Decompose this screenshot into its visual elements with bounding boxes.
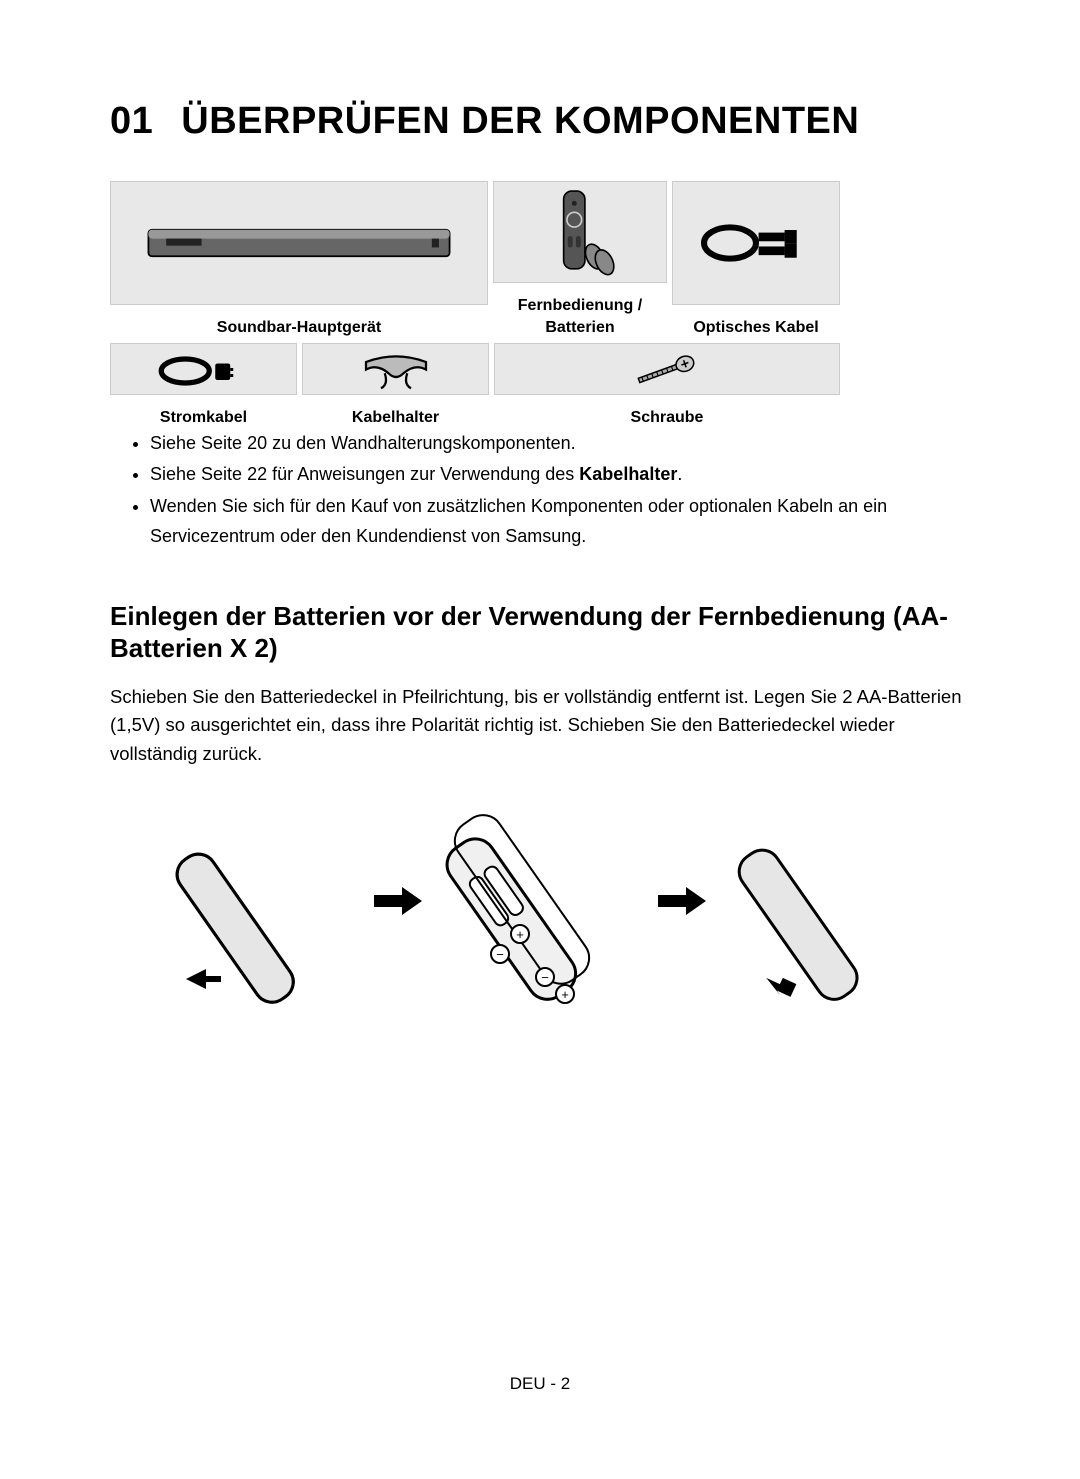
- component-label: Kabelhalter: [352, 395, 439, 429]
- screw-illustration: [494, 343, 840, 395]
- remote-step-2-illustration: − + − +: [440, 799, 640, 1009]
- component-label: Schraube: [631, 395, 704, 429]
- chapter-title-text: ÜBERPRÜFEN DER KOMPONENTEN: [181, 100, 859, 142]
- arrow-icon: [658, 887, 706, 920]
- section-title: Einlegen der Batterien vor der Verwendun…: [110, 600, 970, 665]
- section-body: Schieben Sie den Batteriedeckel in Pfeil…: [110, 683, 970, 769]
- cable-holder-illustration: [302, 343, 489, 395]
- notes-list: Siehe Seite 20 zu den Wandhalterungskomp…: [110, 429, 970, 552]
- component-cable-holder: Kabelhalter: [302, 343, 489, 429]
- bullet-text: Wenden Sie sich für den Kauf von zusätzl…: [150, 496, 887, 546]
- component-label: Stromkabel: [160, 395, 247, 429]
- remote-step-3-illustration: [724, 804, 914, 1004]
- svg-text:−: −: [496, 947, 504, 962]
- soundbar-illustration: [110, 181, 488, 305]
- bullet-text: Siehe Seite 20 zu den Wandhalterungskomp…: [150, 433, 576, 453]
- bullet-text: Siehe Seite 22 für Anweisungen zur Verwe…: [150, 464, 579, 484]
- component-power-cable: Stromkabel: [110, 343, 297, 429]
- list-item: Siehe Seite 20 zu den Wandhalterungskomp…: [150, 429, 970, 459]
- component-remote: Fernbedienung / Batterien: [493, 181, 667, 338]
- svg-text:−: −: [541, 970, 549, 985]
- list-item: Siehe Seite 22 für Anweisungen zur Verwe…: [150, 460, 970, 490]
- power-cable-illustration: [110, 343, 297, 395]
- bullet-post: .: [677, 464, 682, 484]
- page-footer: DEU - 2: [0, 1374, 1080, 1394]
- remote-illustration: [493, 181, 667, 283]
- component-screw: Schraube: [494, 343, 840, 429]
- svg-text:+: +: [516, 927, 524, 942]
- battery-figure: − + − +: [110, 799, 970, 1009]
- component-optical-cable: Optisches Kabel: [672, 181, 840, 338]
- arrow-icon: [374, 887, 422, 920]
- bullet-bold: Kabelhalter: [579, 464, 677, 484]
- svg-text:+: +: [561, 987, 569, 1002]
- list-item: Wenden Sie sich für den Kauf von zusätzl…: [150, 492, 970, 551]
- chapter-number: 01: [110, 100, 153, 142]
- component-label: Fernbedienung / Batterien: [493, 283, 667, 338]
- remote-step-1-illustration: [166, 804, 356, 1004]
- component-label: Soundbar-Hauptgerät: [217, 305, 381, 339]
- optical-cable-illustration: [672, 181, 840, 305]
- components-grid: Soundbar-Hauptgerät Fernbedienung / Batt: [110, 181, 970, 429]
- component-label: Optisches Kabel: [693, 305, 818, 339]
- chapter-title: 01 ÜBERPRÜFEN DER KOMPONENTEN: [110, 100, 970, 143]
- component-soundbar: Soundbar-Hauptgerät: [110, 181, 488, 338]
